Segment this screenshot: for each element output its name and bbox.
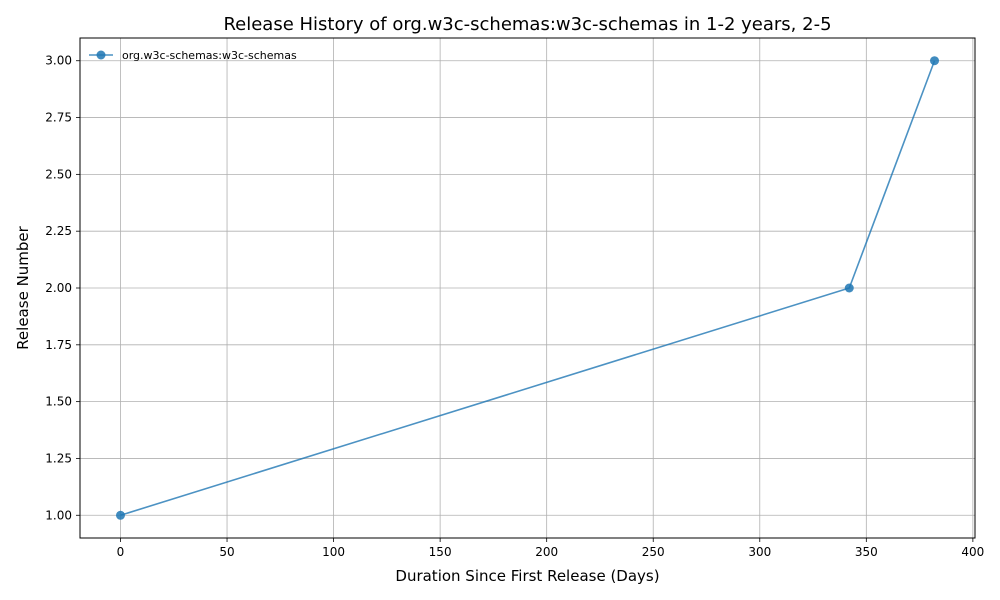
x-axis-title: Duration Since First Release (Days) <box>395 567 659 585</box>
y-tick-label: 2.00 <box>45 281 72 295</box>
y-axis-ticks: 1.00 1.25 1.50 1.75 2.00 2.25 2.50 2.75 3.00 <box>45 54 80 522</box>
x-tick-label: 0 <box>117 545 125 559</box>
x-tick-label: 100 <box>322 545 345 559</box>
data-point <box>844 283 854 293</box>
data-point <box>930 56 940 66</box>
legend-marker <box>96 50 106 60</box>
y-tick-label: 1.00 <box>45 508 72 522</box>
x-tick-label: 300 <box>748 545 771 559</box>
y-tick-label: 3.00 <box>45 54 72 68</box>
legend-label: org.w3c-schemas:w3c-schemas <box>122 49 297 62</box>
x-axis-ticks: 0 50 100 150 200 250 300 350 400 <box>117 538 984 559</box>
y-tick-label: 1.50 <box>45 395 72 409</box>
x-tick-label: 250 <box>642 545 665 559</box>
chart-title: Release History of org.w3c-schemas:w3c-s… <box>223 14 831 35</box>
y-tick-label: 1.75 <box>45 338 72 352</box>
x-tick-label: 50 <box>219 545 234 559</box>
legend: org.w3c-schemas:w3c-schemas <box>89 49 297 62</box>
grid <box>80 38 975 538</box>
y-tick-label: 2.25 <box>45 224 72 238</box>
x-tick-label: 200 <box>535 545 558 559</box>
y-tick-label: 2.75 <box>45 111 72 125</box>
x-tick-label: 150 <box>429 545 452 559</box>
y-axis-title: Release Number <box>14 225 32 349</box>
series-layer <box>115 56 940 520</box>
data-point <box>115 510 125 520</box>
y-tick-label: 2.50 <box>45 167 72 181</box>
x-tick-label: 350 <box>855 545 878 559</box>
x-tick-label: 400 <box>961 545 984 559</box>
y-tick-label: 1.25 <box>45 451 72 465</box>
